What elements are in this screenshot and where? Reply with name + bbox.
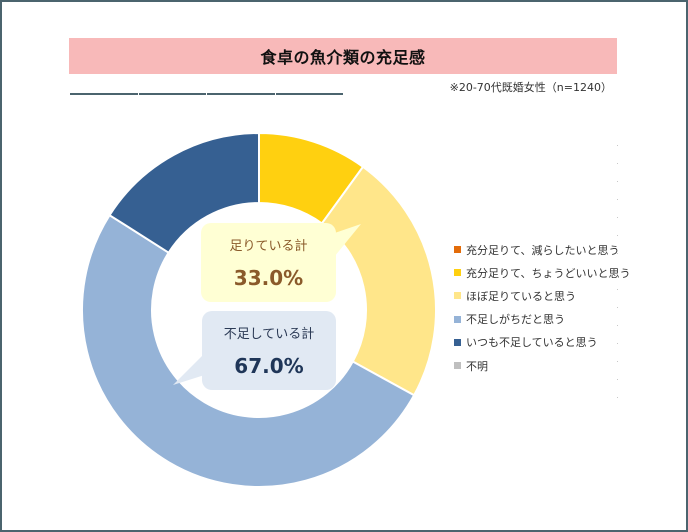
- chart-title: 食卓の魚介類の充足感: [260, 48, 426, 67]
- legend-item: 充分足りて、減らしたいと思う: [454, 238, 630, 261]
- legend-swatch-icon: [454, 246, 461, 254]
- donut-segment: [81, 213, 416, 488]
- header-underline: [70, 93, 343, 95]
- legend-label: 充分足りて、減らしたいと思う: [466, 243, 620, 257]
- legend-item: ほぼ足りていると思う: [454, 284, 630, 307]
- legend-swatch-icon: [454, 315, 461, 323]
- legend-label: 不足しがちだと思う: [466, 313, 565, 327]
- divider-dots: [617, 145, 618, 405]
- title-banner: 食卓の魚介類の充足感: [69, 38, 617, 74]
- callout-short: 不足している計 67.0%: [202, 311, 336, 390]
- legend-swatch-icon: [454, 362, 461, 370]
- legend: 充分足りて、減らしたいと思う 充分足りて、ちょうどいいと思う ほぼ足りていると思…: [454, 238, 630, 377]
- donut-segment: [320, 165, 437, 397]
- callout-enough-label: 足りている計: [229, 239, 308, 254]
- legend-item: 充分足りて、ちょうどいいと思う: [454, 261, 630, 284]
- legend-item: 不足しがちだと思う: [454, 308, 630, 331]
- legend-label: ほぼ足りていると思う: [466, 289, 576, 303]
- legend-label: 充分足りて、ちょうどいいと思う: [466, 266, 631, 280]
- callout-short-label: 不足している計: [223, 327, 315, 342]
- callout-enough: 足りている計 33.0%: [201, 223, 336, 302]
- legend-label: 不明: [466, 359, 488, 373]
- legend-item: いつも不足していると思う: [454, 331, 630, 354]
- legend-item: 不明: [454, 354, 630, 377]
- legend-swatch-icon: [454, 269, 461, 277]
- donut-segment: [108, 131, 260, 255]
- legend-label: いつも不足していると思う: [466, 336, 598, 350]
- legend-swatch-icon: [454, 338, 461, 346]
- callout-enough-value: 33.0%: [233, 266, 304, 290]
- legend-swatch-icon: [454, 292, 461, 300]
- callout-short-value: 67.0%: [234, 354, 304, 378]
- sample-note: ※20-70代既婚女性（n=1240）: [449, 81, 612, 94]
